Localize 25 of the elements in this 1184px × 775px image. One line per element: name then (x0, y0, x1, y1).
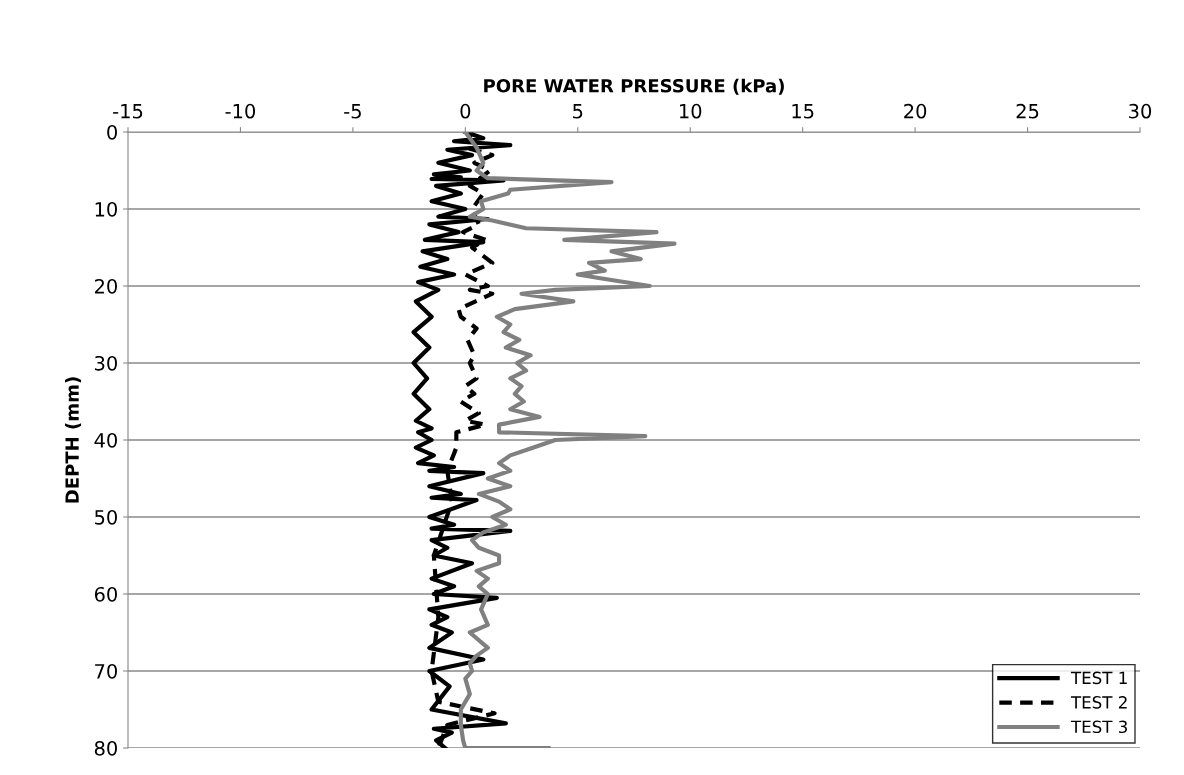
y-tick-label: 70 (95, 663, 117, 679)
x-tick-label: 25 (1016, 103, 1039, 119)
y-tick-label: 60 (94, 586, 117, 602)
y-axis-title: DEPTH (mm) (64, 377, 82, 503)
legend-label: TEST 2 (1070, 696, 1127, 709)
y-tick-label: 50 (95, 509, 117, 525)
x-tick-label: -5 (344, 104, 361, 119)
y-tick-label: 80 (94, 740, 117, 756)
y-tick-label: 40 (94, 432, 117, 448)
y-tick-label: 0 (107, 124, 117, 140)
x-tick-label: 0 (460, 103, 471, 119)
x-tick-label: -10 (225, 103, 256, 119)
x-tick-label: 15 (792, 104, 814, 119)
x-tick-label: 20 (904, 103, 927, 119)
line-series (411, 132, 513, 748)
y-tick-label: 20 (94, 278, 117, 294)
legend-label: TEST 3 (1070, 720, 1127, 734)
y-tick-label: 10 (95, 201, 117, 217)
y-tick-label: 30 (95, 355, 117, 371)
x-tick-label: 5 (573, 104, 583, 119)
x-axis-title: PORE WATER PRESSURE (kPa) (484, 78, 784, 95)
x-tick-label: -15 (113, 104, 143, 119)
legend-label: TEST 1 (1070, 671, 1127, 685)
x-tick-label: 10 (679, 103, 702, 119)
x-tick-label: 30 (1129, 103, 1152, 119)
